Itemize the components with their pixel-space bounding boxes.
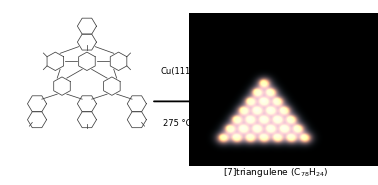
Text: Cu(111): Cu(111) [161, 67, 194, 76]
Text: [7]triangulene (C$_{78}$H$_{24}$): [7]triangulene (C$_{78}$H$_{24}$) [223, 166, 328, 179]
Text: 275 °C: 275 °C [163, 119, 192, 128]
